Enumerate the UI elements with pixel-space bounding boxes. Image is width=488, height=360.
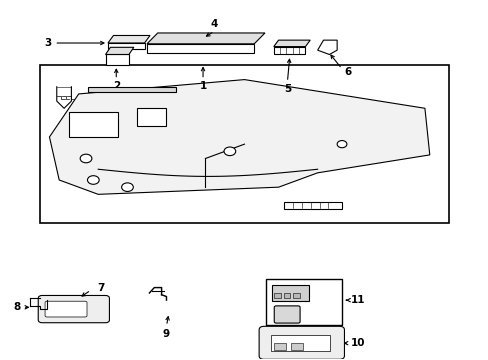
Text: 5: 5: [283, 84, 290, 94]
Bar: [283, 293, 290, 298]
Text: 11: 11: [350, 295, 365, 305]
Circle shape: [122, 183, 133, 192]
Bar: [272, 285, 308, 301]
Bar: [137, 108, 166, 126]
Bar: [273, 343, 285, 350]
Text: 1: 1: [199, 81, 206, 91]
Text: 6: 6: [344, 67, 351, 77]
FancyBboxPatch shape: [274, 306, 300, 323]
Polygon shape: [273, 40, 309, 46]
Bar: [290, 343, 303, 350]
Bar: [266, 279, 341, 325]
Circle shape: [87, 176, 99, 184]
Polygon shape: [108, 36, 150, 43]
Polygon shape: [317, 40, 336, 54]
FancyBboxPatch shape: [38, 296, 109, 323]
Text: 8: 8: [13, 302, 20, 312]
Bar: [147, 44, 254, 53]
Text: 2: 2: [112, 81, 120, 91]
Polygon shape: [105, 47, 134, 54]
Bar: [40, 65, 448, 223]
FancyBboxPatch shape: [45, 301, 87, 317]
Text: 9: 9: [163, 329, 170, 339]
Bar: [293, 293, 300, 298]
Text: 7: 7: [97, 283, 104, 293]
Bar: [283, 202, 341, 209]
Polygon shape: [147, 33, 264, 44]
Polygon shape: [49, 80, 429, 194]
Bar: [69, 112, 118, 137]
FancyBboxPatch shape: [259, 326, 344, 359]
Bar: [108, 43, 144, 49]
Bar: [105, 54, 129, 65]
Bar: [273, 293, 280, 298]
Circle shape: [336, 140, 346, 148]
Bar: [88, 87, 176, 92]
Circle shape: [80, 154, 92, 163]
Circle shape: [224, 147, 235, 156]
Text: 3: 3: [44, 38, 52, 48]
Text: 4: 4: [210, 19, 218, 30]
Bar: [271, 334, 329, 351]
Text: 10: 10: [350, 338, 365, 348]
Bar: [273, 46, 305, 54]
